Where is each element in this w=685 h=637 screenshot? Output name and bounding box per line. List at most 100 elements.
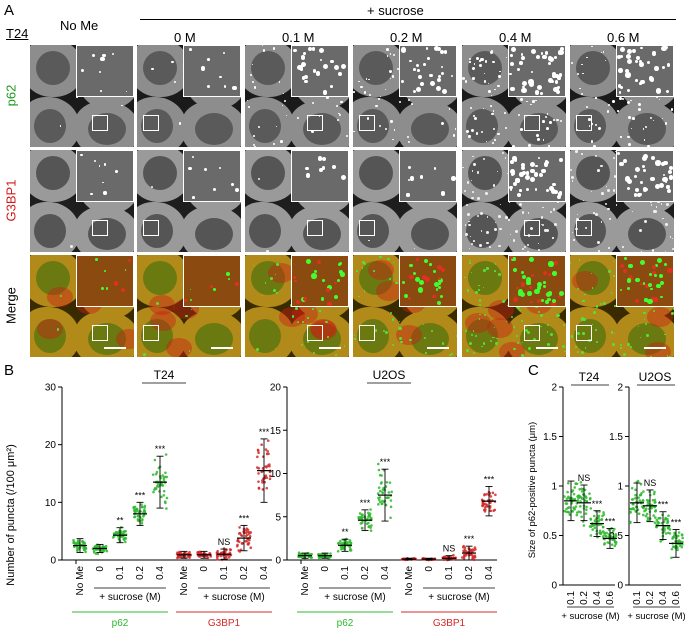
data-point — [111, 536, 115, 539]
data-point — [573, 497, 577, 501]
data-point — [489, 509, 492, 513]
significance-label: *** — [484, 474, 495, 484]
data-point — [154, 487, 158, 491]
data-point — [81, 540, 85, 544]
significance-label: ** — [341, 527, 349, 537]
data-point — [388, 481, 392, 484]
data-point — [484, 502, 487, 506]
data-point — [116, 531, 120, 535]
data-point — [227, 556, 231, 559]
data-point — [483, 493, 486, 496]
data-point — [601, 535, 605, 538]
data-point — [265, 476, 269, 480]
data-point — [160, 495, 163, 499]
row-label-merge: Merge — [3, 287, 19, 324]
data-point — [674, 540, 677, 543]
data-point — [653, 521, 657, 524]
data-point — [82, 546, 85, 550]
data-point — [563, 495, 566, 498]
data-point — [341, 546, 344, 550]
data-point — [573, 507, 576, 511]
data-point — [76, 549, 79, 553]
data-point — [640, 491, 643, 495]
data-point — [155, 470, 159, 474]
data-point — [601, 525, 605, 529]
data-point — [101, 545, 105, 548]
data-point — [376, 462, 380, 466]
data-point — [219, 551, 223, 555]
category-label: 0.1 — [340, 566, 351, 580]
micrograph-tile — [462, 150, 566, 252]
y-tick-label: 0 — [275, 556, 281, 567]
data-point — [113, 532, 116, 536]
control-header: No Me — [60, 18, 99, 33]
data-point — [473, 546, 477, 549]
data-point — [154, 472, 158, 476]
data-point — [387, 491, 391, 494]
data-point — [365, 522, 369, 526]
data-point — [249, 546, 253, 550]
y-tick-label: 15 — [270, 426, 282, 437]
micrograph-tile — [570, 45, 674, 147]
data-point — [246, 528, 250, 532]
group-label-g3bp1: G3BP1 — [433, 618, 466, 629]
y-tick-label: 20 — [270, 383, 282, 394]
data-point — [370, 524, 373, 527]
data-point — [680, 545, 684, 549]
zoom-inset — [616, 150, 674, 202]
data-point — [256, 455, 259, 459]
roi-box — [524, 220, 540, 236]
scale-bar — [644, 347, 666, 349]
category-label: No Me — [75, 566, 86, 596]
micrograph-tile — [570, 150, 674, 252]
column-header-2: 0.2 M — [390, 30, 423, 45]
data-point — [603, 531, 606, 535]
roi-box — [307, 115, 323, 131]
data-point — [638, 493, 642, 497]
data-point — [666, 521, 669, 525]
data-point — [657, 521, 661, 525]
data-point — [164, 453, 168, 456]
data-point — [578, 495, 582, 498]
data-point — [318, 557, 321, 561]
data-point — [379, 482, 383, 485]
chart-title: U2OS — [373, 368, 406, 382]
zoom-inset — [616, 255, 674, 307]
data-point — [600, 518, 604, 522]
data-point — [589, 525, 593, 529]
data-point — [104, 545, 107, 549]
data-point — [161, 474, 165, 477]
data-point — [264, 474, 268, 478]
data-point — [655, 525, 658, 529]
y-tick-label: 0 — [551, 581, 557, 592]
data-point — [584, 512, 588, 515]
data-point — [162, 476, 166, 480]
significance-label: ** — [116, 516, 124, 526]
data-point — [607, 533, 611, 536]
data-point — [670, 547, 674, 551]
data-point — [219, 554, 223, 558]
data-point — [652, 492, 656, 496]
scale-bar — [319, 347, 341, 349]
zoom-inset — [399, 150, 457, 202]
data-point — [93, 545, 96, 549]
data-point — [155, 485, 159, 488]
data-point — [576, 499, 580, 503]
zoom-inset — [183, 255, 241, 307]
roi-box — [92, 325, 108, 341]
data-point — [261, 481, 264, 484]
data-point — [630, 498, 634, 501]
data-point — [680, 533, 684, 537]
roi-box — [359, 115, 375, 131]
data-point — [653, 498, 657, 502]
category-label: 0.6 — [671, 591, 682, 605]
data-point — [255, 466, 259, 469]
data-point — [613, 544, 617, 548]
treatment-header-line — [140, 19, 676, 20]
data-point — [485, 492, 489, 496]
data-point — [359, 522, 363, 525]
data-point — [135, 508, 138, 511]
zoom-inset — [183, 150, 241, 202]
data-point — [599, 532, 603, 536]
data-point — [597, 520, 600, 523]
